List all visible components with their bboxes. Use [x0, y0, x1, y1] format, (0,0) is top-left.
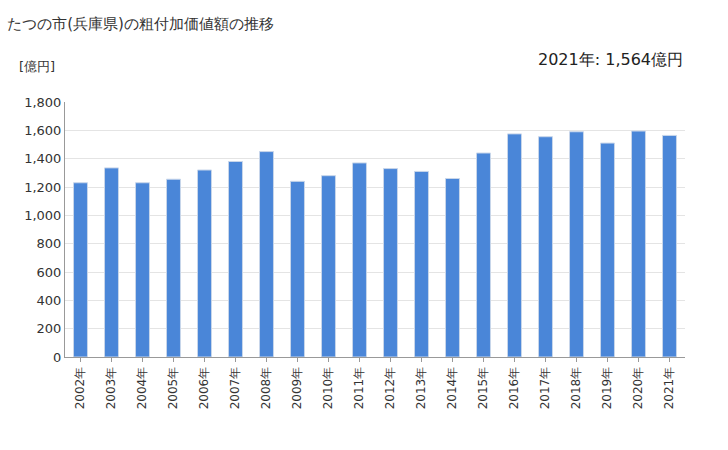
- svg-text:200: 200: [37, 321, 62, 336]
- svg-text:400: 400: [37, 293, 62, 308]
- svg-text:2010年: 2010年: [321, 367, 335, 410]
- svg-text:2002年: 2002年: [73, 367, 87, 410]
- svg-text:0: 0: [53, 350, 61, 365]
- svg-text:2003年: 2003年: [104, 367, 118, 410]
- svg-text:2015年: 2015年: [476, 367, 490, 410]
- svg-text:2019年: 2019年: [600, 367, 614, 410]
- svg-text:2012年: 2012年: [383, 367, 397, 410]
- svg-text:2021年: 1,564億円: 2021年: 1,564億円: [538, 50, 683, 69]
- svg-text:1,600: 1,600: [24, 123, 61, 138]
- svg-text:800: 800: [37, 236, 62, 251]
- svg-text:1,400: 1,400: [24, 151, 61, 166]
- svg-text:2007年: 2007年: [228, 367, 242, 410]
- svg-text:2004年: 2004年: [135, 367, 149, 410]
- svg-text:2017年: 2017年: [538, 367, 552, 410]
- svg-text:2021年: 2021年: [662, 367, 676, 410]
- svg-text:2011年: 2011年: [352, 367, 366, 410]
- svg-text:[億円]: [億円]: [19, 59, 55, 74]
- svg-text:2014年: 2014年: [445, 367, 459, 410]
- svg-text:1,200: 1,200: [24, 180, 61, 195]
- svg-text:たつの市(兵庫県)の粗付加価値額の推移: たつの市(兵庫県)の粗付加価値額の推移: [7, 15, 274, 33]
- svg-text:2016年: 2016年: [507, 367, 521, 410]
- svg-text:2009年: 2009年: [290, 367, 304, 410]
- svg-text:2018年: 2018年: [569, 367, 583, 410]
- svg-text:2005年: 2005年: [166, 367, 180, 410]
- svg-text:1,800: 1,800: [24, 95, 61, 110]
- svg-text:2006年: 2006年: [197, 367, 211, 410]
- svg-text:600: 600: [37, 265, 62, 280]
- svg-text:2013年: 2013年: [414, 367, 428, 410]
- svg-text:2020年: 2020年: [631, 367, 645, 410]
- svg-text:1,000: 1,000: [24, 208, 61, 223]
- svg-text:2008年: 2008年: [259, 367, 273, 410]
